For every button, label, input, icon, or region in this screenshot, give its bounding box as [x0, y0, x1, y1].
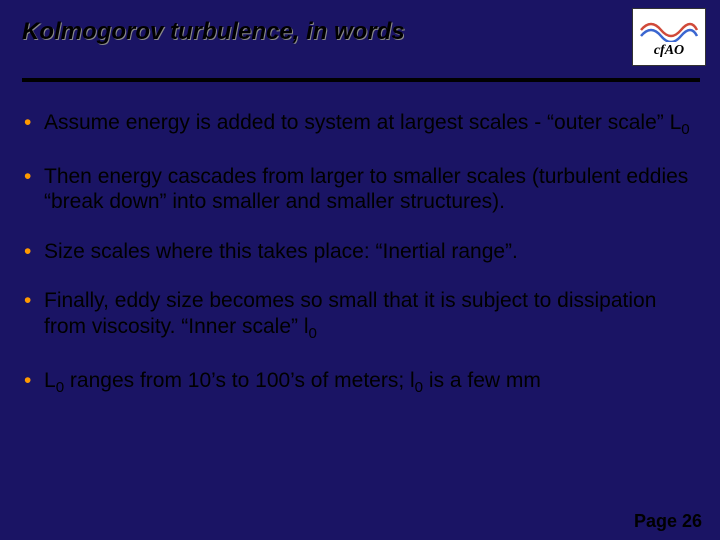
logo-text: cfAO: [654, 44, 684, 58]
slide-body: Assume energy is added to system at larg…: [20, 110, 692, 500]
slide: Kolmogorov turbulence, in words cfAO Ass…: [0, 0, 720, 540]
bullet-text-subscript: 0: [681, 121, 689, 138]
bullet-text-subscript: 0: [56, 379, 64, 396]
bullet-text: Assume energy is added to system at larg…: [44, 111, 681, 134]
bullet-item: Assume energy is added to system at larg…: [20, 110, 692, 140]
bullet-text: ranges from 10’s to 100’s of meters; l: [64, 369, 415, 392]
logo-waves-icon: [639, 16, 699, 42]
bullet-text-subscript: 0: [309, 325, 317, 342]
page-number: Page 26: [634, 511, 702, 532]
header: Kolmogorov turbulence, in words: [22, 18, 700, 86]
bullet-text: Size scales where this takes place: “Ine…: [44, 240, 518, 263]
bullet-text: L: [44, 369, 56, 392]
logo: cfAO: [632, 8, 706, 66]
bullet-text-subscript: 0: [415, 379, 423, 396]
bullet-list: Assume energy is added to system at larg…: [20, 110, 692, 397]
slide-title: Kolmogorov turbulence, in words: [22, 18, 700, 47]
bullet-text: Then energy cascades from larger to smal…: [44, 165, 688, 214]
bullet-item: L0 ranges from 10’s to 100’s of meters; …: [20, 368, 692, 398]
bullet-item: Finally, eddy size becomes so small that…: [20, 288, 692, 343]
bullet-item: Size scales where this takes place: “Ine…: [20, 239, 692, 265]
bullet-text: is a few mm: [423, 369, 541, 392]
bullet-text: Finally, eddy size becomes so small that…: [44, 289, 656, 338]
title-divider: [22, 78, 700, 82]
bullet-item: Then energy cascades from larger to smal…: [20, 164, 692, 215]
